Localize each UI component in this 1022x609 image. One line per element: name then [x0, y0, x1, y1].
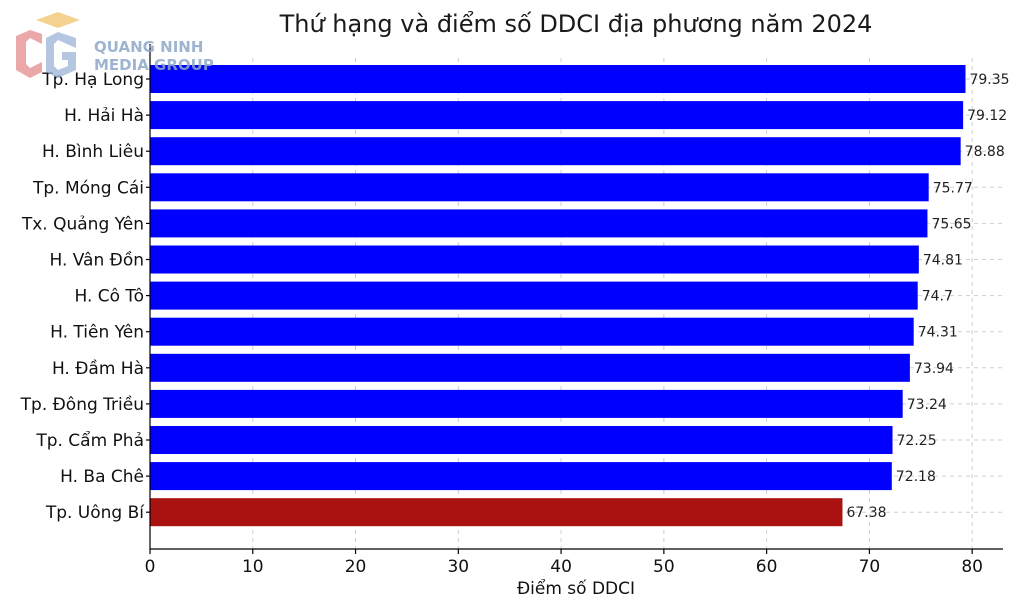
x-axis-title: Điểm số DDCI — [517, 578, 635, 599]
category-label: Tp. Hạ Long — [41, 70, 144, 90]
bar — [150, 65, 966, 93]
value-label: 79.12 — [967, 108, 1007, 124]
bar — [150, 462, 892, 491]
bar — [150, 353, 910, 382]
value-label: 67.38 — [846, 505, 886, 521]
category-label: H. Tiên Yên — [50, 323, 144, 343]
category-label: H. Ba Chê — [60, 467, 144, 487]
bars: Tp. Hạ Long 79.35 H. Hải Hà 79.12 H. Bình Li… — [20, 65, 1010, 527]
logo-mark-icon — [16, 12, 80, 78]
bar — [150, 173, 929, 202]
value-label: 79.35 — [969, 72, 1009, 88]
value-label: 73.24 — [907, 397, 947, 413]
value-label: 78.88 — [965, 144, 1005, 160]
quang-ninh-media-logo: QUANG NINH MEDIA GROUP — [16, 12, 214, 78]
value-label: 72.18 — [896, 469, 936, 485]
bar — [150, 281, 918, 310]
category-label: H. Vân Đồn — [49, 250, 144, 271]
x-tick-label: 50 — [653, 557, 675, 577]
x-tick-label: 80 — [961, 557, 983, 577]
category-label: Tp. Uông Bí — [45, 503, 145, 523]
x-tick-label: 20 — [345, 557, 367, 577]
value-label: 75.77 — [933, 180, 973, 196]
category-label: H. Đầm Hà — [52, 358, 144, 379]
category-label: H. Hải Hà — [64, 106, 144, 126]
bar — [150, 209, 928, 238]
x-tick-label: 10 — [242, 557, 264, 577]
bar — [150, 101, 964, 130]
category-label: Tp. Cẩm Phả — [35, 430, 144, 451]
x-tick-label: 0 — [145, 557, 156, 577]
category-label: H. Bình Liêu — [42, 142, 144, 162]
bar — [150, 498, 843, 527]
bar — [150, 317, 914, 346]
chart-title: Thứ hạng và điểm số DDCI địa phương năm … — [279, 10, 873, 38]
x-tick-label: 40 — [550, 557, 572, 577]
bar — [150, 426, 893, 454]
value-label: 74.7 — [922, 289, 953, 305]
value-label: 74.81 — [923, 253, 963, 269]
category-label: H. Cô Tô — [74, 287, 144, 307]
bar — [150, 245, 919, 274]
bar — [150, 389, 903, 418]
axes: 0 10 20 30 40 50 60 70 80 — [145, 44, 1003, 577]
value-label: 72.25 — [897, 433, 937, 449]
x-tick-label: 60 — [756, 557, 778, 577]
x-tick-label: 70 — [859, 557, 881, 577]
value-label: 73.94 — [914, 361, 954, 377]
value-label: 75.65 — [931, 216, 971, 232]
logo-line-2: MEDIA GROUP — [94, 56, 214, 74]
value-label: 74.31 — [918, 325, 958, 341]
x-tick-label: 30 — [447, 557, 469, 577]
category-label: Tp. Đông Triều — [20, 394, 144, 415]
bar — [150, 137, 961, 166]
logo-line-1: QUANG NINH — [94, 38, 203, 56]
category-label: Tx. Quảng Yên — [21, 214, 144, 234]
category-label: Tp. Móng Cái — [32, 178, 144, 198]
